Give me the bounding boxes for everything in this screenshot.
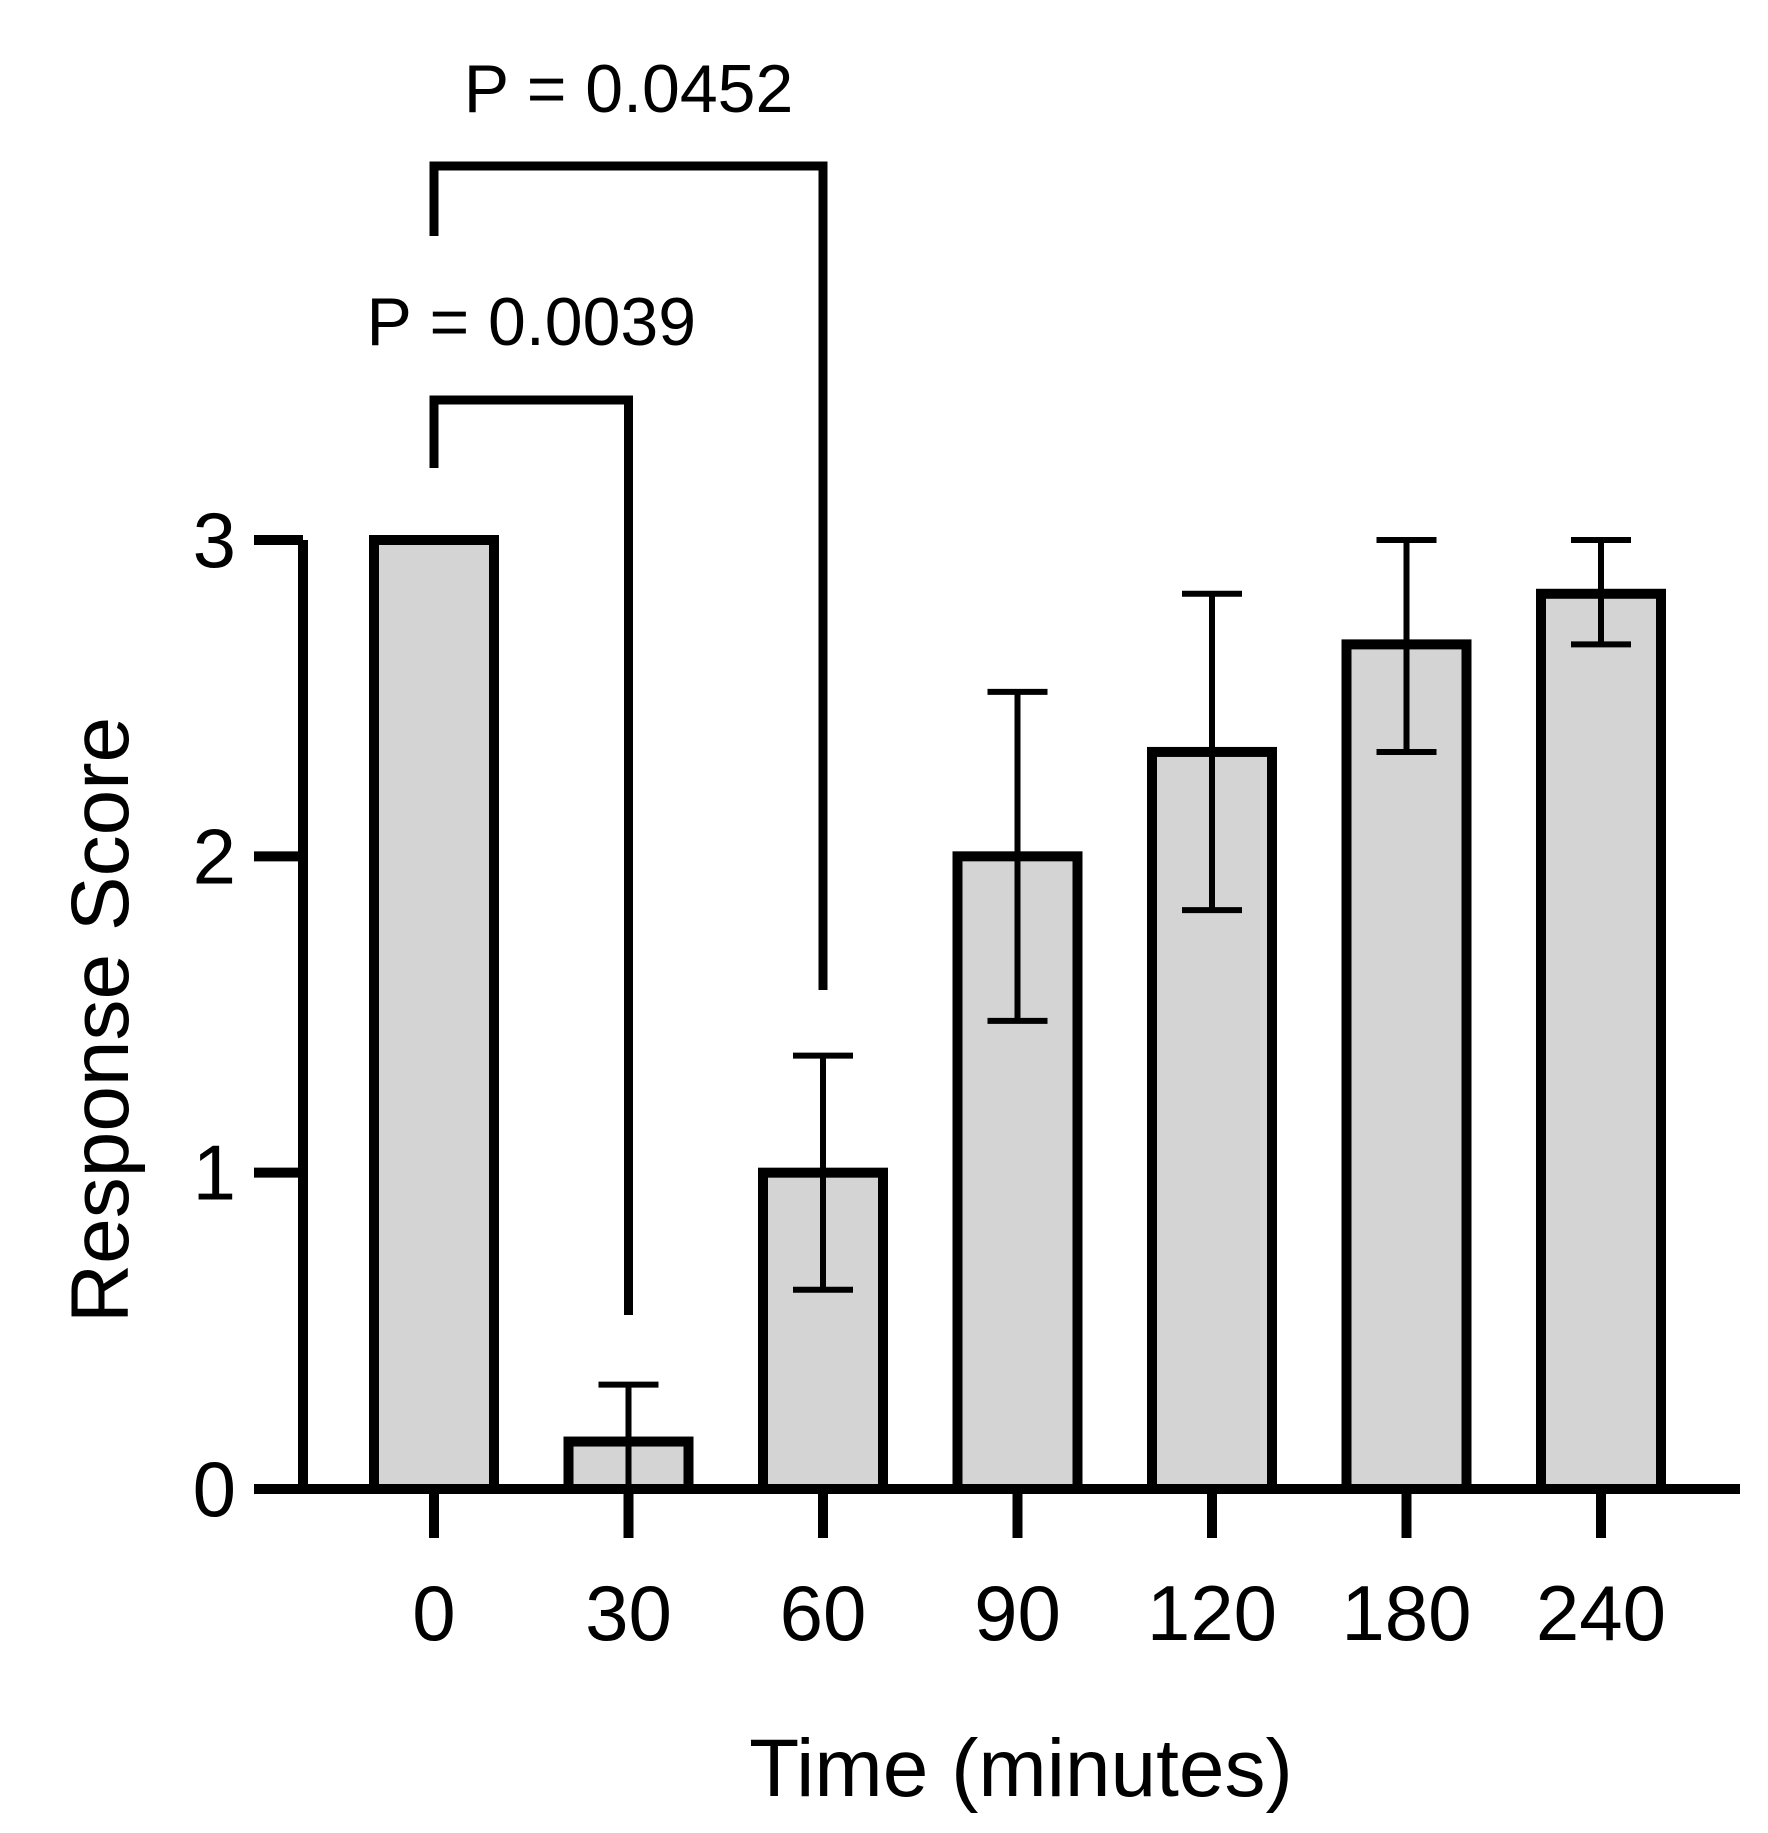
significance-bracket — [429, 395, 633, 1315]
bar — [369, 535, 499, 1494]
x-tick-label: 120 — [1147, 1569, 1277, 1657]
y-tick-label: 0 — [193, 1445, 236, 1533]
significance-bracket — [429, 161, 828, 990]
x-tick-label: 180 — [1341, 1569, 1471, 1657]
x-tick-label: 0 — [412, 1569, 455, 1657]
y-ticks: 0 1 2 3 — [193, 496, 303, 1533]
x-tick-label: 30 — [585, 1569, 672, 1657]
x-tick-label: 60 — [780, 1569, 867, 1657]
y-axis-title: Response Score — [55, 717, 146, 1323]
p-value-label: P = 0.0452 — [464, 51, 794, 127]
bar — [1536, 588, 1666, 1494]
error-bars — [598, 537, 1631, 1489]
x-ticks: 0 30 60 90 120 180 240 — [412, 1489, 1666, 1657]
x-tick-label: 90 — [974, 1569, 1061, 1657]
p-value-label: P = 0.0039 — [366, 284, 696, 360]
y-tick-label: 3 — [193, 496, 236, 584]
y-tick-label: 1 — [193, 1129, 236, 1217]
x-tick-label: 240 — [1536, 1569, 1666, 1657]
significance-brackets: P = 0.0039 P = 0.0452 — [366, 51, 828, 1315]
x-axis-title: Time (minutes) — [749, 1723, 1293, 1814]
y-tick-label: 2 — [193, 812, 236, 900]
bar — [1341, 639, 1472, 1494]
